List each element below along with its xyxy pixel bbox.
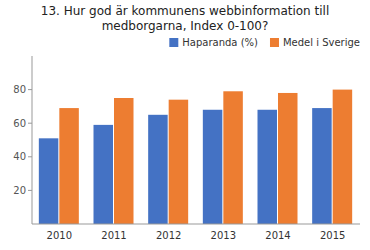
- bars: [39, 90, 352, 224]
- legend-label: Haparanda (%): [182, 37, 258, 48]
- bar: [59, 108, 78, 224]
- legend: Haparanda (%) Medel i Sverige: [169, 37, 360, 48]
- y-tick: [28, 190, 32, 191]
- y-tick: [28, 156, 32, 157]
- bar: [94, 125, 114, 224]
- x-tick-label: 2015: [320, 230, 345, 241]
- bar: [203, 110, 223, 224]
- y-axis-line: [32, 56, 33, 224]
- x-tick-label: 2011: [101, 230, 126, 241]
- bar: [312, 108, 332, 224]
- chart-container: 13. Hur god är kommunens webbinformation…: [0, 0, 370, 250]
- y-tick-label: 60: [13, 118, 26, 129]
- bar: [148, 115, 168, 224]
- bar: [223, 91, 243, 224]
- bar: [258, 110, 278, 224]
- legend-label: Medel i Sverige: [283, 37, 360, 48]
- bar: [169, 100, 189, 224]
- x-axis-line: [32, 224, 360, 225]
- y-tick-label: 80: [13, 84, 26, 95]
- x-tick-label: 2010: [47, 230, 72, 241]
- x-tick-label: 2013: [211, 230, 236, 241]
- bar: [114, 98, 134, 224]
- bar: [39, 138, 59, 224]
- y-tick: [28, 123, 32, 124]
- x-tick-label: 2012: [156, 230, 181, 241]
- legend-swatch: [169, 38, 178, 47]
- x-tick-label: 2014: [265, 230, 290, 241]
- bar: [333, 90, 353, 224]
- bar: [278, 93, 298, 224]
- y-tick-label: 40: [13, 151, 26, 162]
- title: 13. Hur god är kommunens webbinformation…: [41, 4, 330, 33]
- chart: 13. Hur god är kommunens webbinformation…: [0, 0, 370, 250]
- y-tick: [28, 89, 32, 90]
- y-tick-label: 20: [13, 185, 26, 196]
- legend-swatch: [270, 38, 279, 47]
